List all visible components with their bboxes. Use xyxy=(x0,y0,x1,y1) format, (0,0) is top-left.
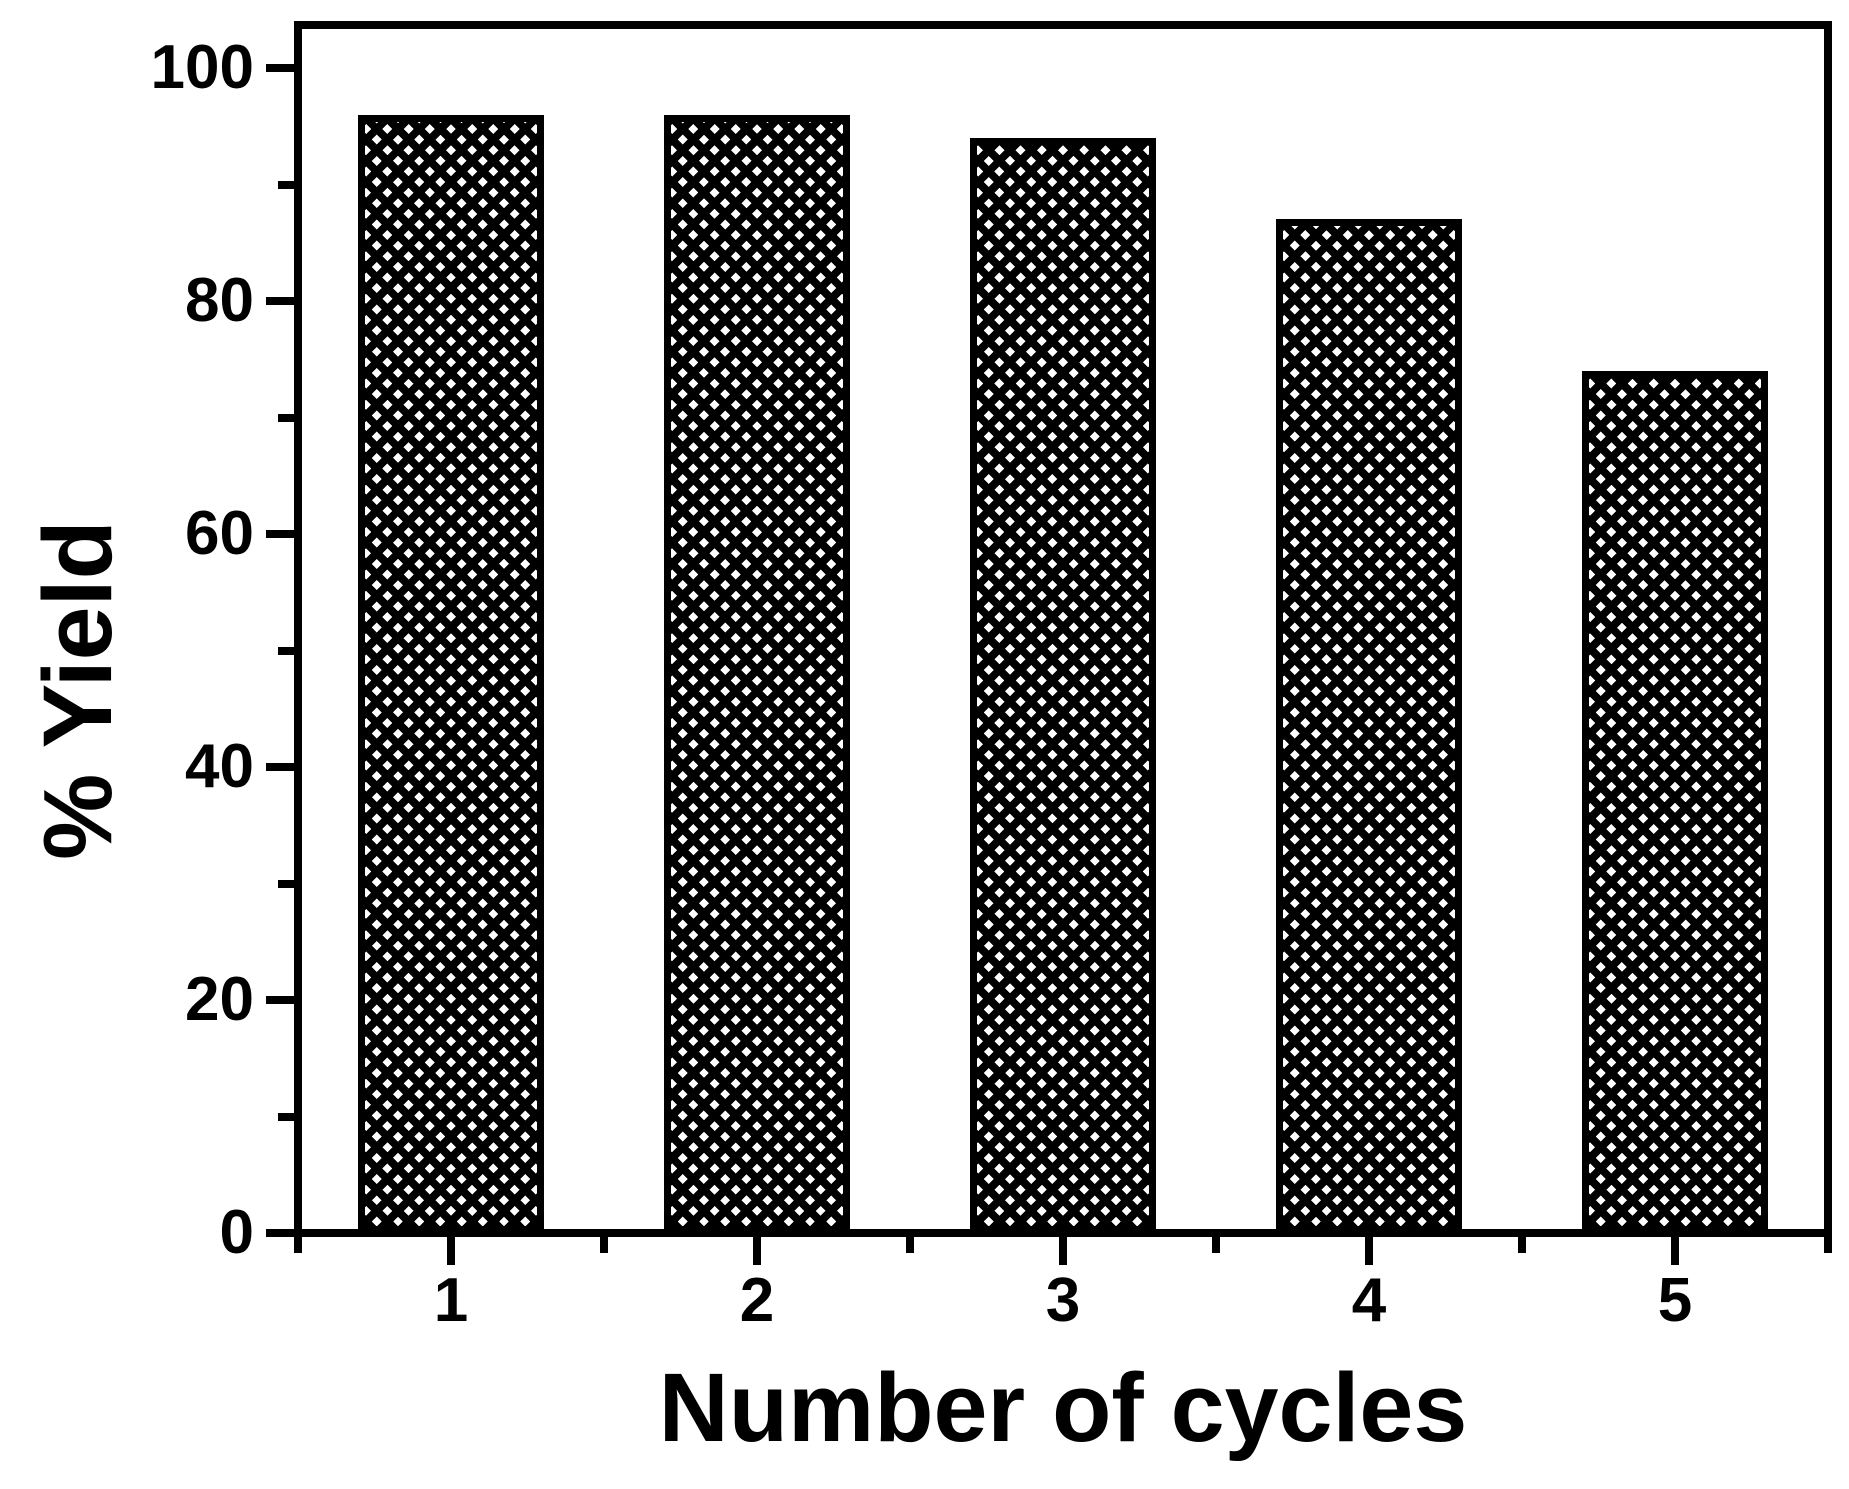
x-axis-tick-label: 5 xyxy=(1657,1266,1693,1335)
x-axis-tick-label: 2 xyxy=(739,1266,775,1335)
x-axis-minor-tick xyxy=(1212,1237,1220,1253)
y-axis-minor-tick xyxy=(278,879,294,888)
y-axis-tick-label: 40 xyxy=(185,732,254,801)
x-axis-tick-label: 3 xyxy=(1045,1266,1081,1335)
y-axis-major-tick xyxy=(266,530,294,538)
x-axis-tick-label: 4 xyxy=(1351,1266,1387,1335)
x-axis-major-tick xyxy=(1671,1237,1679,1265)
y-axis-major-tick xyxy=(266,1229,294,1237)
x-axis-major-tick xyxy=(1365,1237,1373,1265)
x-axis-major-tick xyxy=(753,1237,761,1265)
y-axis-major-tick xyxy=(266,763,294,771)
bar-cycle-4 xyxy=(1276,219,1462,1233)
y-axis-title: % Yield xyxy=(23,520,132,860)
y-axis-major-tick xyxy=(266,996,294,1004)
y-axis-minor-tick xyxy=(278,413,294,422)
y-axis-major-tick xyxy=(266,297,294,305)
y-axis-tick-label: 20 xyxy=(185,965,254,1034)
x-axis-minor-tick xyxy=(1518,1237,1526,1253)
x-axis-title: Number of cycles xyxy=(658,1353,1468,1462)
bar-cycle-3 xyxy=(970,138,1156,1233)
bar-cycle-1 xyxy=(358,115,544,1233)
x-axis-minor-tick xyxy=(600,1237,608,1253)
y-axis-tick-label: 80 xyxy=(185,266,254,335)
x-axis-major-tick xyxy=(1059,1237,1067,1265)
y-axis-tick-label: 60 xyxy=(185,499,254,568)
x-axis-minor-tick xyxy=(906,1237,914,1253)
y-axis-minor-tick xyxy=(278,1112,294,1121)
y-axis-minor-tick xyxy=(278,646,294,655)
y-axis-tick-label: 0 xyxy=(219,1198,254,1267)
y-axis-major-tick xyxy=(266,64,294,72)
x-axis-minor-tick xyxy=(1824,1237,1832,1253)
x-axis-minor-tick xyxy=(294,1237,302,1253)
y-axis-tick-label: 100 xyxy=(150,33,254,102)
y-axis-minor-tick xyxy=(278,180,294,189)
x-axis-tick-label: 1 xyxy=(433,1266,469,1335)
bar-cycle-5 xyxy=(1582,371,1768,1233)
bar-cycle-2 xyxy=(664,115,850,1233)
x-axis-major-tick xyxy=(447,1237,455,1265)
